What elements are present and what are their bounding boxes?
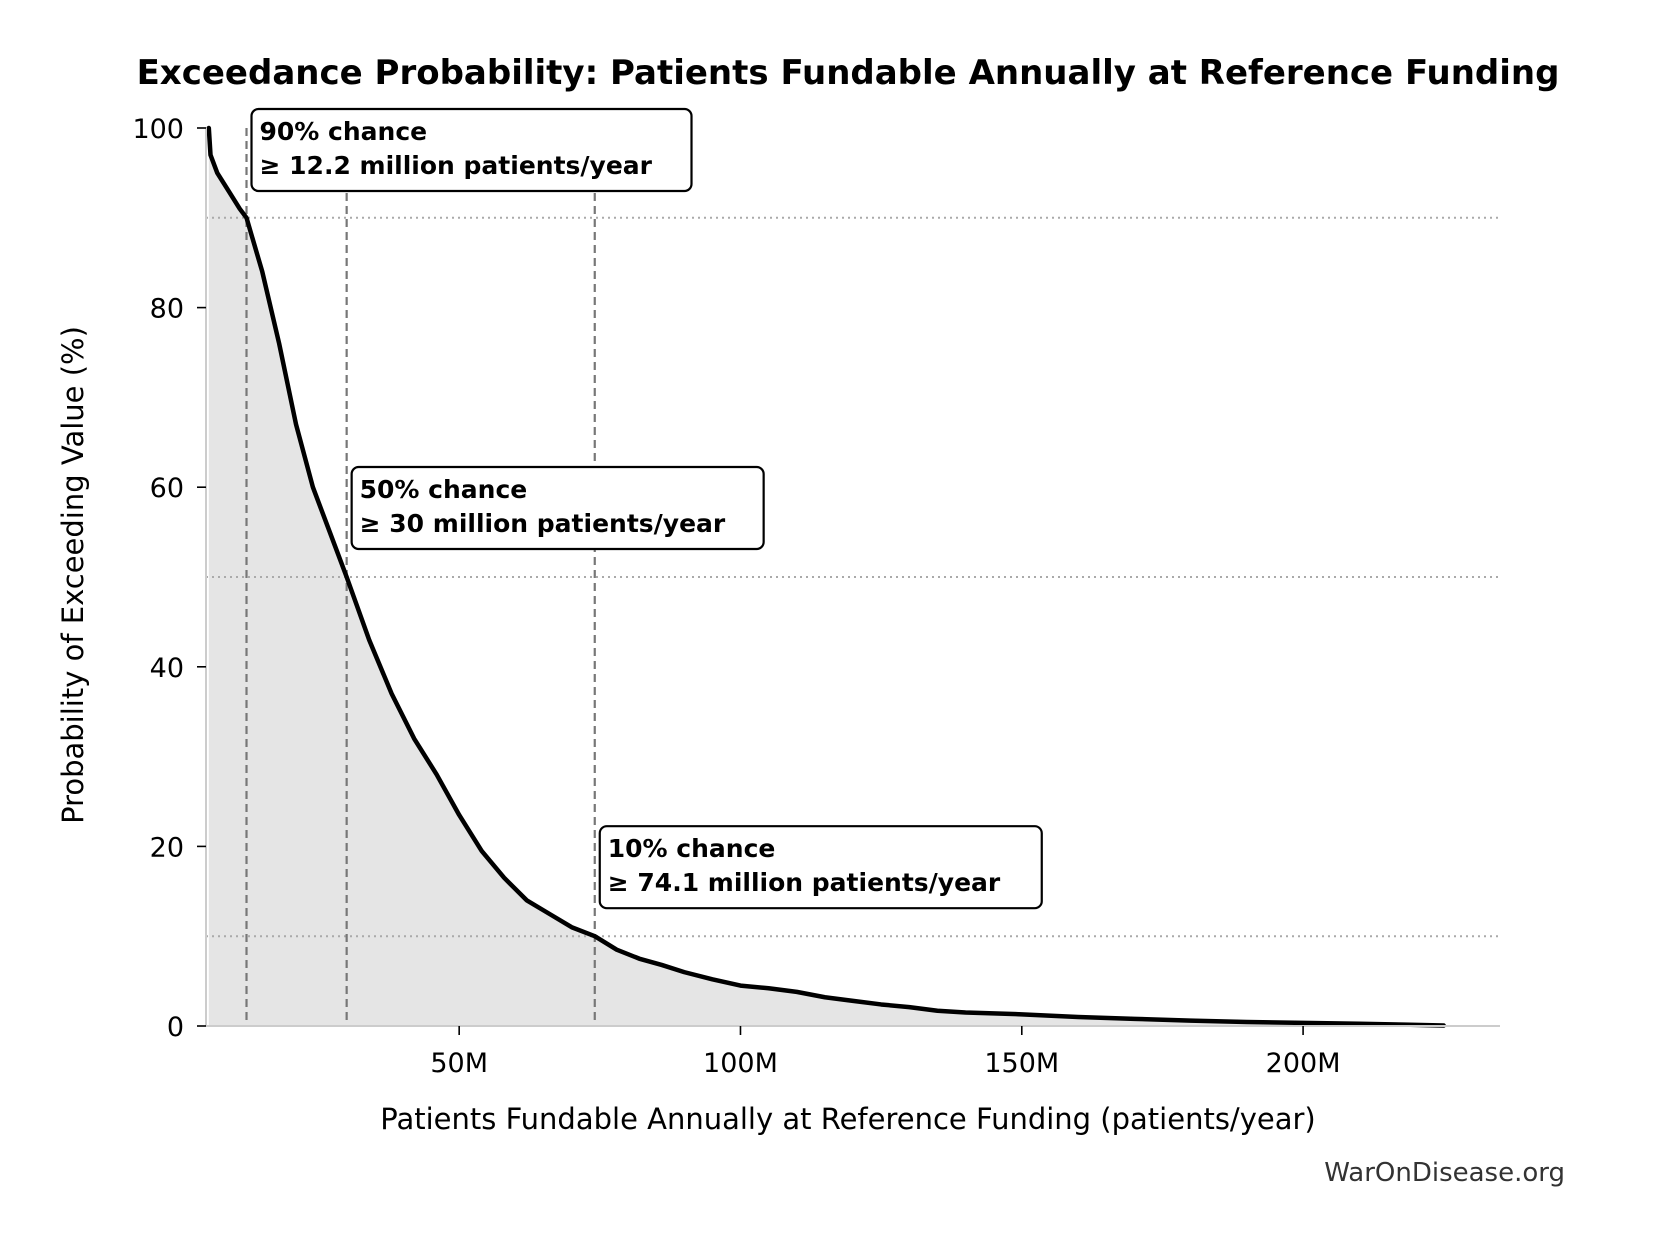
x-tick-label-0: 50M (430, 1048, 488, 1079)
y-tick-label-2: 40 (150, 653, 184, 684)
annotation-box-1 (350, 465, 765, 551)
annotation-box-2 (598, 825, 1043, 910)
annotation-line2-1: ≥ 30 million patients/year (360, 509, 726, 538)
annotation-line1-1: 50% chance (360, 475, 528, 504)
y-tick-label-4: 80 (150, 294, 184, 325)
y-tick-label-5: 100 (132, 114, 184, 145)
exceedance-curve (206, 125, 1446, 1028)
annotation-line2-0: ≥ 12.2 million patients/year (260, 151, 653, 180)
x-axis-label: Patients Fundable Annually at Reference … (380, 1102, 1315, 1136)
annotation-line1-2: 10% chance (608, 834, 776, 863)
annotation-box-0 (250, 107, 693, 193)
x-tick-label-1: 100M (703, 1048, 778, 1079)
x-tick-label-3: 200M (1266, 1048, 1341, 1079)
y-tick-label-3: 60 (150, 473, 184, 504)
y-axis-label: Probability of Exceeding Value (%) (56, 326, 90, 824)
plot-area: 50M 100M 150M 200M 0 20 40 60 80 100 90% chance ≥ 1… (132, 107, 1500, 1079)
y-tick-label-1: 20 (150, 832, 184, 863)
chart-title: Exceedance Probability: Patients Fundabl… (137, 53, 1560, 93)
watermark: WarOnDisease.org (1324, 1158, 1565, 1188)
x-tick-label-2: 150M (984, 1048, 1059, 1079)
y-tick-label-0: 0 (167, 1012, 184, 1043)
annotation-line1-0: 90% chance (260, 117, 428, 146)
annotation-line2-2: ≥ 74.1 million patients/year (608, 868, 1001, 897)
